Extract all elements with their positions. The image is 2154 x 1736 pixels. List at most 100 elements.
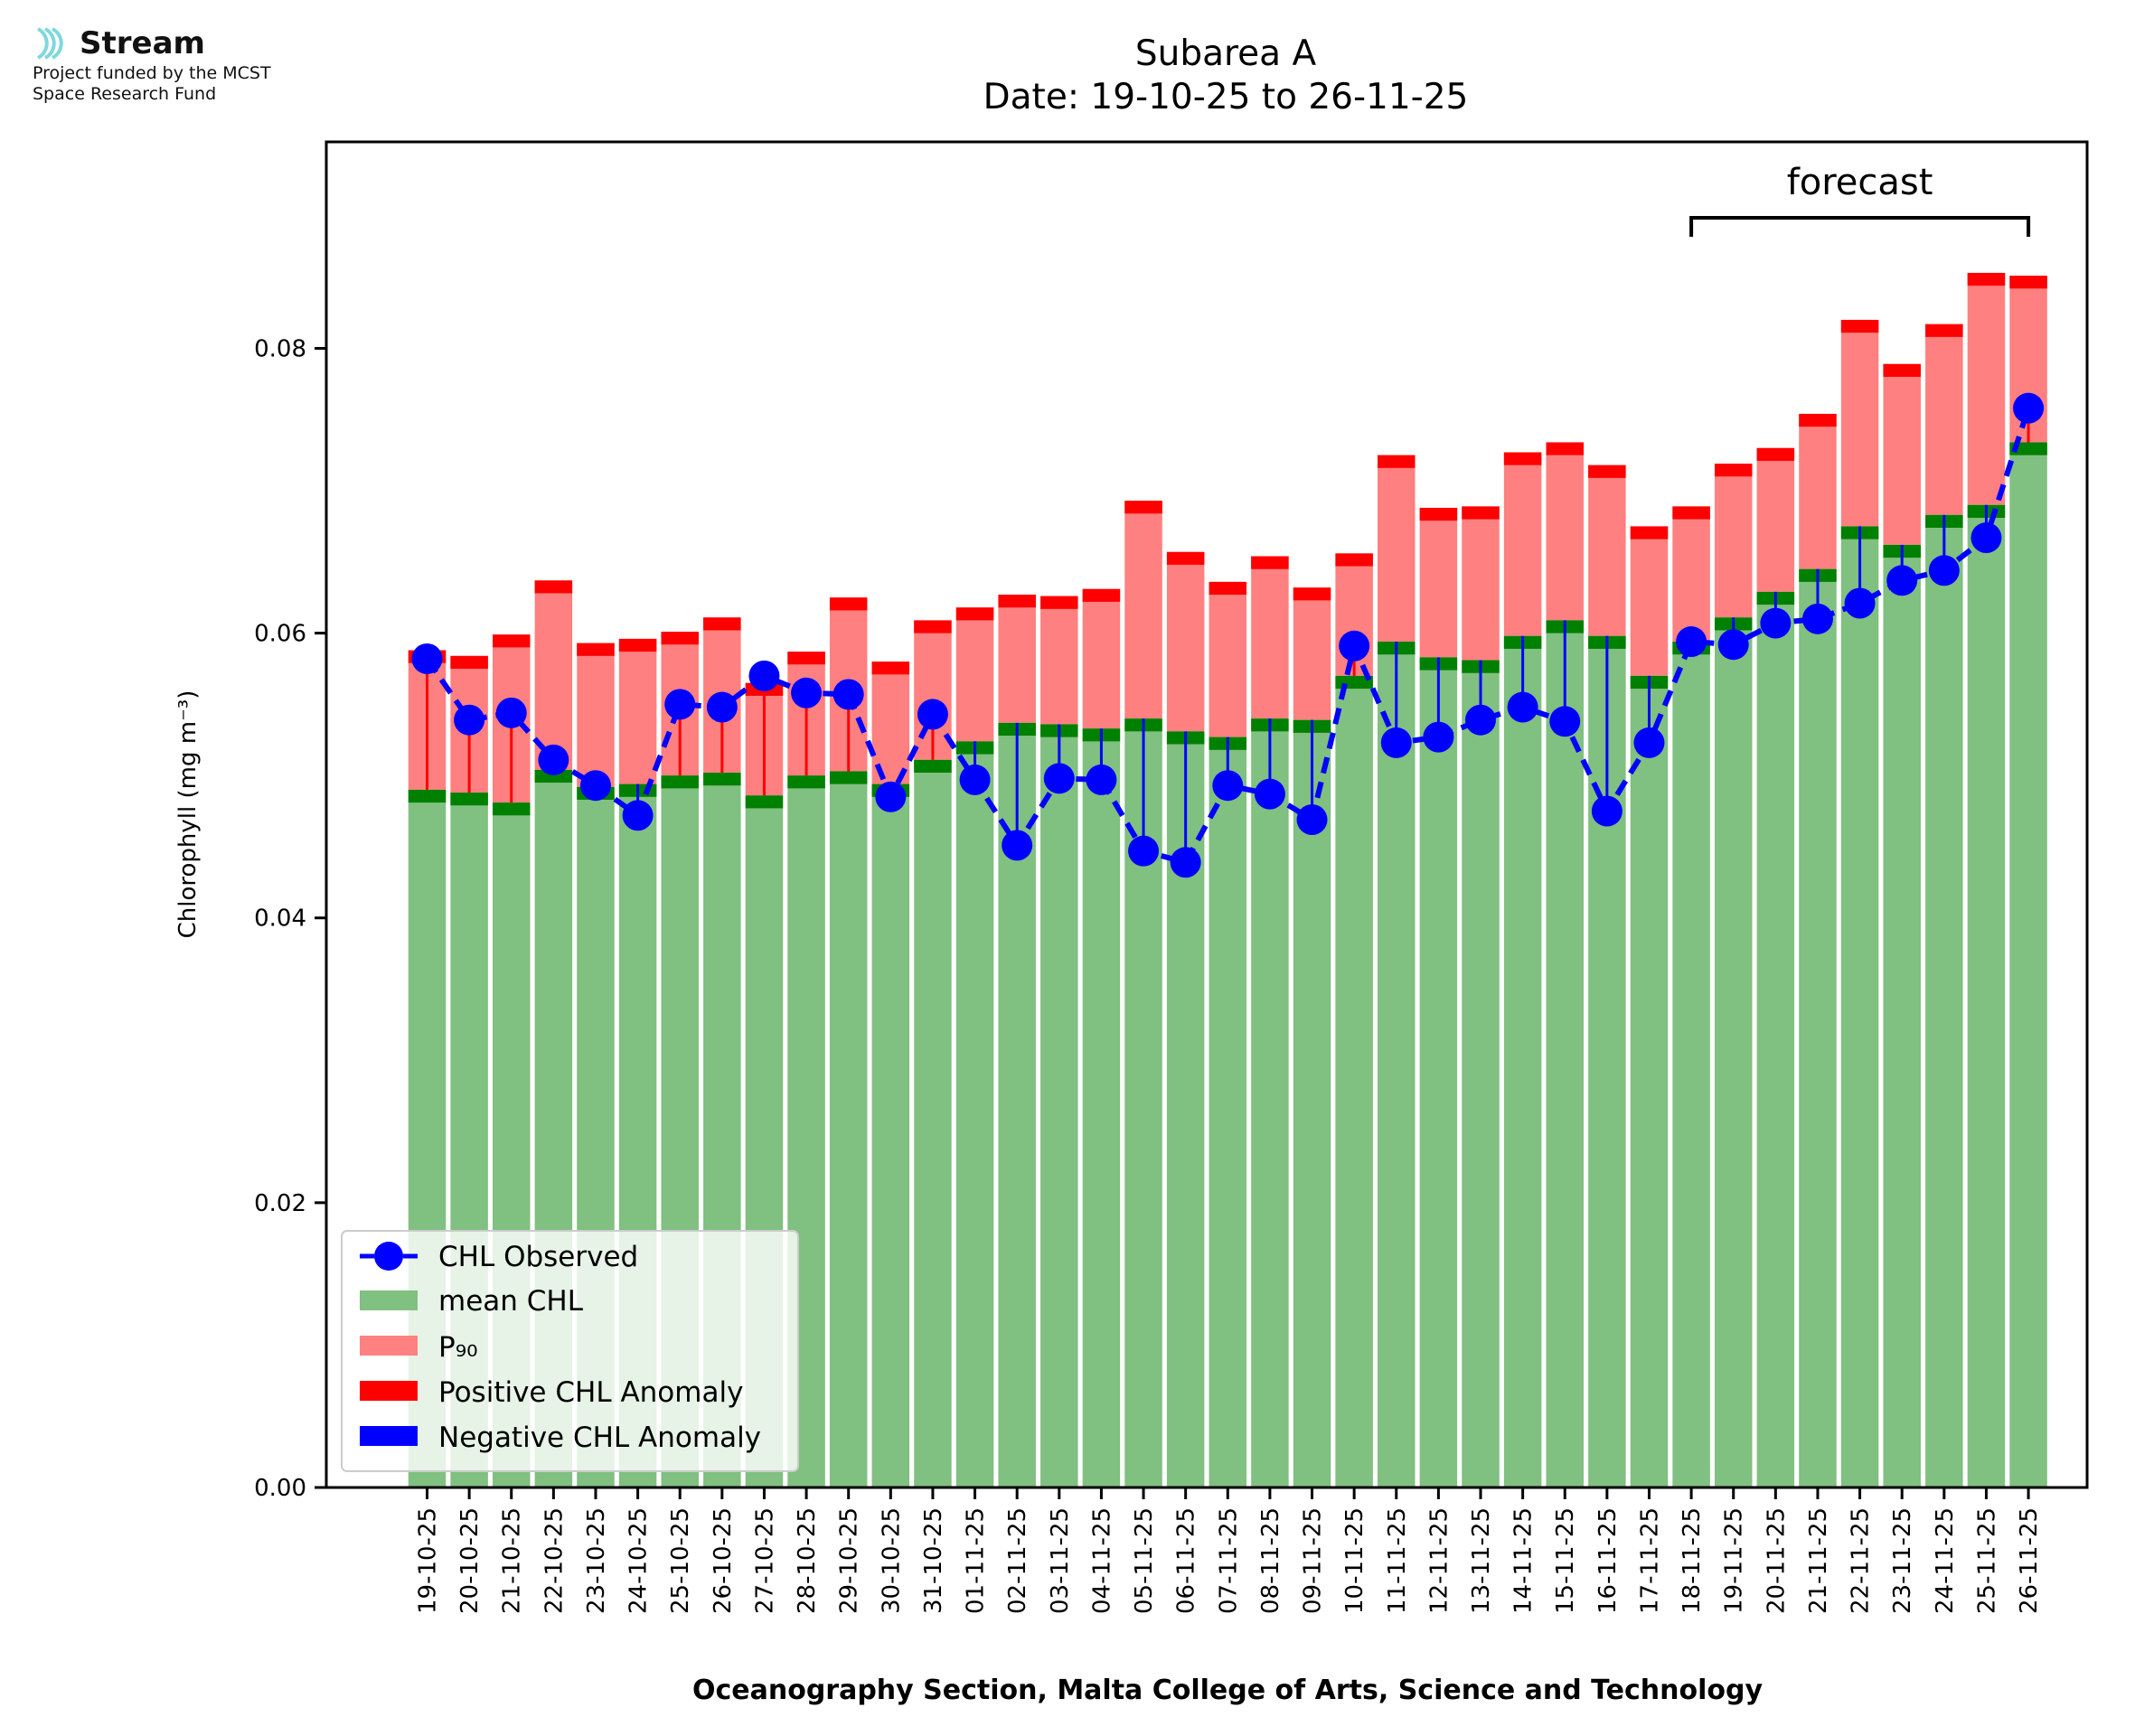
p90-cap (1840, 319, 1879, 333)
p90-bar (534, 580, 573, 770)
p90-cap (1588, 464, 1626, 478)
p90-cap (1209, 581, 1247, 596)
p90-bar (1503, 452, 1542, 636)
mean-bar (1967, 504, 2006, 1487)
observed-point (1339, 630, 1370, 662)
observed-point (538, 744, 569, 775)
x-tick-label: 01-11-25 (963, 1507, 990, 1614)
observed-point (1465, 704, 1496, 736)
legend-positive-swatch (360, 1381, 418, 1401)
x-tick-label: 07-11-25 (1215, 1507, 1242, 1614)
y-axis-label: Chlorophyll (mg m⁻³) (174, 690, 202, 939)
x-tick-label: 02-11-25 (1004, 1507, 1031, 1614)
p90-cap (618, 638, 657, 652)
observed-point (1086, 764, 1117, 795)
observed-point (917, 699, 948, 730)
p90-bar (1378, 455, 1416, 643)
mean-cap (787, 775, 825, 789)
x-tick-label: 12-11-25 (1425, 1507, 1453, 1614)
x-tick-label: 18-11-25 (1679, 1507, 1706, 1614)
mean-bar (1251, 718, 1289, 1487)
p90-bar (1840, 319, 1879, 527)
p90-bar (955, 607, 994, 742)
observed-point (1380, 727, 1412, 758)
p90-cap (1166, 551, 1205, 565)
forecast-label: forecast (1787, 162, 1933, 203)
mean-cap (703, 773, 741, 786)
x-tick-label: 19-11-25 (1721, 1507, 1748, 1614)
p90-cap (1462, 506, 1500, 520)
observed-point (1633, 727, 1665, 758)
mean-cap (661, 775, 699, 789)
stream-waves-icon (36, 27, 63, 60)
x-tick-label: 10-11-25 (1341, 1507, 1369, 1614)
y-axis: 0.00 0.02 0.04 0.06 0.08 (254, 335, 326, 1502)
legend-box (341, 1230, 799, 1472)
p90-bar (1756, 447, 1795, 592)
x-tick-label: 04-11-25 (1088, 1507, 1115, 1614)
y-tick-label: 0.08 (254, 335, 306, 362)
p90-bar (998, 595, 1036, 723)
observed-point (748, 660, 780, 691)
mean-bar (1293, 719, 1331, 1487)
observed-point (1717, 629, 1749, 661)
mean-bar (1462, 660, 1500, 1487)
mean-bar (871, 784, 910, 1487)
p90-cap (998, 595, 1036, 608)
p90-cap (492, 634, 531, 648)
mean-bar (1630, 675, 1669, 1487)
mean-bar (1082, 728, 1121, 1487)
mean-bar (1714, 617, 1753, 1487)
observed-line-group (411, 392, 2045, 878)
mean-cap (450, 793, 488, 806)
p90-cap (1040, 596, 1078, 609)
mean-bar (1546, 620, 1584, 1487)
p90-bar (1799, 413, 1837, 569)
legend-label-p90: P₉₀ (438, 1331, 478, 1364)
p90-cap (1630, 526, 1669, 540)
observed-point (2013, 392, 2045, 424)
p90-cap (1251, 556, 1289, 569)
x-tick-label: 25-11-25 (1973, 1507, 2000, 1614)
observed-point (1591, 795, 1623, 827)
y-tick-label: 0.04 (254, 906, 306, 933)
legend-label-positive: Positive CHL Anomaly (438, 1376, 743, 1409)
p90-bar (1124, 501, 1162, 719)
mean-bar (1378, 642, 1416, 1487)
p90-bar (1967, 272, 2006, 505)
mean-bar (1209, 737, 1247, 1487)
observed-point (579, 770, 611, 802)
observed-point (411, 643, 443, 674)
observed-point (959, 764, 991, 795)
mean-cap (914, 759, 952, 774)
observed-point (1043, 763, 1075, 794)
p90-bar (1082, 588, 1121, 729)
p90-cap (1546, 442, 1584, 455)
p90-bar (1166, 551, 1205, 732)
mean-cap (829, 771, 868, 784)
observed-point (1002, 830, 1033, 861)
p90-cap (1883, 363, 1921, 377)
x-tick-label: 20-11-25 (1763, 1507, 1790, 1614)
observed-point (1844, 587, 1876, 619)
p90-bar (1672, 506, 1710, 643)
x-tick-label: 26-11-25 (2016, 1507, 2043, 1614)
mean-cap (408, 789, 447, 803)
p90-cap (787, 652, 825, 665)
p90-cap (1925, 324, 1963, 337)
p90-bar (1462, 506, 1500, 661)
p90-bar (1419, 507, 1458, 658)
legend-negative-swatch (360, 1426, 418, 1446)
p90-cap (1799, 413, 1837, 427)
observed-point (1423, 721, 1454, 753)
mean-bar (914, 759, 952, 1487)
p90-bar (1714, 464, 1753, 618)
p90-cap (1082, 588, 1121, 602)
x-tick-label: 28-10-25 (794, 1507, 821, 1614)
legend: CHL Observed mean CHL P₉₀ Positive CHL A… (341, 1230, 799, 1472)
legend-label-mean: mean CHL (438, 1285, 584, 1318)
observed-point (1254, 778, 1285, 810)
observed-point (1170, 847, 1201, 878)
p90-bar (1546, 442, 1584, 621)
